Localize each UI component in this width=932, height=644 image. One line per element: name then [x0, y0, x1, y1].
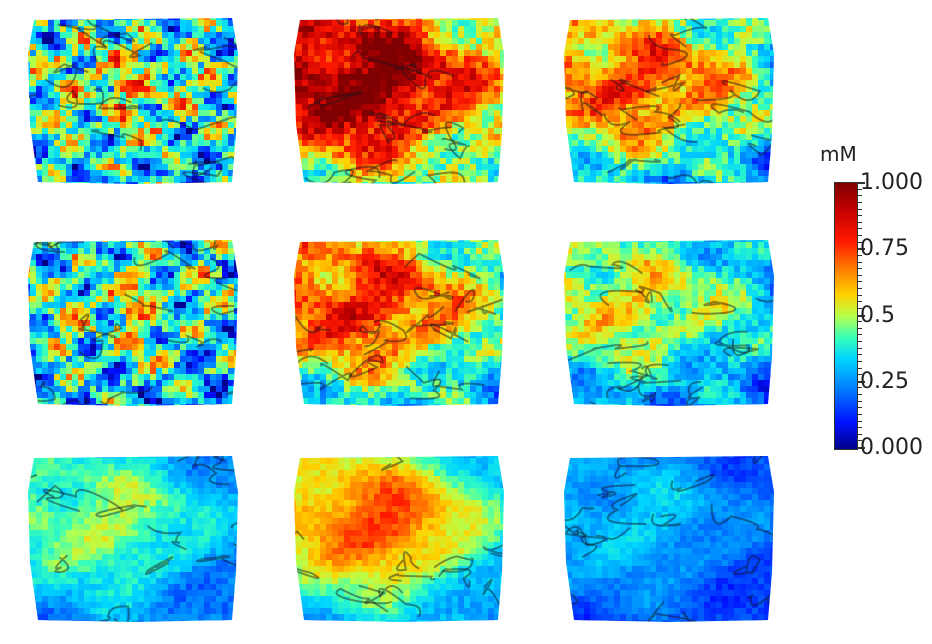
colorbar-minor-tick: [857, 261, 862, 263]
colorbar-minor-tick: [857, 380, 862, 382]
colorbar-minor-tick: [857, 215, 862, 217]
colorbar-tick: [857, 315, 865, 317]
colorbar-minor-tick: [857, 228, 862, 230]
brain-surface-panel: [290, 14, 508, 186]
brain-surface-panel: [560, 452, 778, 624]
brain-surface-image: [28, 18, 238, 184]
colorbar-minor-tick: [857, 341, 862, 342]
colorbar-minor-tick: [857, 221, 862, 223]
colorbar-minor-tick: [857, 360, 862, 362]
colorbar-minor-tick: [857, 420, 862, 422]
brain-surface-panel: [290, 236, 508, 408]
colorbar-minor-tick: [857, 254, 862, 256]
brain-surface-panel: [24, 236, 242, 408]
colorbar-minor-tick: [857, 274, 862, 276]
brain-surface-image: [564, 18, 774, 184]
colorbar-minor-tick: [857, 195, 862, 197]
colorbar-gradient: [834, 182, 858, 450]
colorbar-tick: [857, 381, 865, 383]
colorbar-minor-tick: [857, 321, 862, 323]
colorbar-minor-tick: [857, 201, 862, 203]
colorbar-minor-tick: [857, 440, 862, 442]
colorbar-minor-tick: [857, 433, 862, 435]
brain-surface-panel: [24, 452, 242, 624]
colorbar-label-025: 0.25: [860, 369, 909, 394]
brain-surface-panel: [24, 14, 242, 186]
colorbar-label-max: 1.000: [860, 170, 923, 195]
colorbar-label-05: 0.5: [860, 303, 895, 328]
brain-surface-panel: [560, 14, 778, 186]
colorbar-minor-tick: [857, 334, 862, 336]
brain-surface-image: [294, 240, 504, 406]
colorbar-unit: mM: [820, 142, 857, 166]
colorbar-minor-tick: [857, 374, 862, 376]
colorbar-minor-tick: [857, 248, 862, 250]
colorbar-minor-tick: [857, 281, 862, 283]
colorbar-minor-tick: [857, 354, 862, 356]
brain-surface-image: [294, 456, 504, 622]
colorbar-minor-tick: [857, 327, 862, 329]
colorbar-minor-tick: [857, 367, 862, 369]
colorbar: mM 1.000 0.75 0.5 0.25 0.000: [800, 140, 932, 470]
colorbar-minor-tick: [857, 241, 862, 243]
brain-surface-image: [564, 240, 774, 406]
brain-surface-image: [28, 240, 238, 406]
colorbar-minor-tick: [857, 347, 862, 349]
colorbar-minor-tick: [857, 208, 862, 210]
colorbar-minor-tick: [857, 407, 862, 409]
colorbar-minor-tick: [857, 314, 862, 316]
brain-surface-image: [294, 18, 504, 184]
colorbar-minor-tick: [857, 301, 862, 303]
colorbar-minor-tick: [857, 394, 862, 395]
colorbar-minor-tick: [857, 235, 862, 236]
brain-surface-image: [28, 456, 238, 622]
colorbar-minor-tick: [857, 427, 862, 429]
colorbar-minor-tick: [857, 400, 862, 402]
colorbar-minor-tick: [857, 188, 862, 190]
brain-surface-panel: [560, 236, 778, 408]
colorbar-label-075: 0.75: [860, 236, 909, 261]
brain-surface-image: [564, 456, 774, 622]
colorbar-minor-tick: [857, 294, 862, 296]
colorbar-minor-tick: [857, 288, 862, 289]
colorbar-minor-tick: [857, 307, 862, 309]
colorbar-minor-tick: [857, 387, 862, 389]
colorbar-minor-tick: [857, 413, 862, 415]
colorbar-tick: [857, 447, 865, 449]
colorbar-tick: [857, 182, 865, 184]
colorbar-minor-tick: [857, 268, 862, 270]
colorbar-label-min: 0.000: [860, 435, 923, 460]
colorbar-minor-tick: [857, 447, 862, 448]
brain-surface-panel: [290, 452, 508, 624]
colorbar-minor-tick: [857, 182, 862, 183]
